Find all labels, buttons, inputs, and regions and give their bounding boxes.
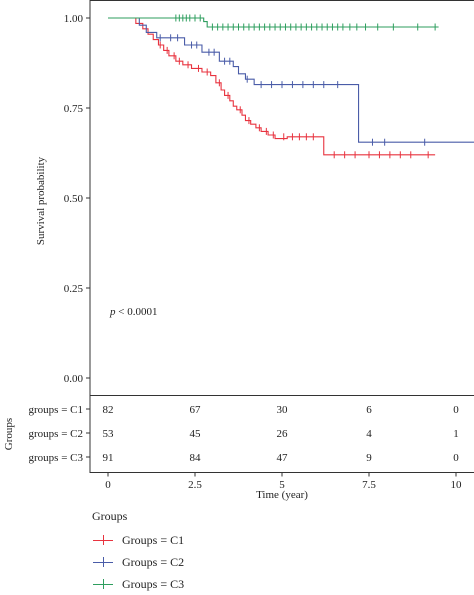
risk-table: Groups groups = C1 82 67 30 6 0 groups = C2 53 4… [3, 395, 474, 473]
risk-count: 6 [366, 404, 372, 416]
x-tick-label: 7.5 [362, 479, 376, 491]
x-tick-label: 2.5 [188, 479, 202, 491]
risk-row-label: groups = C3 [29, 452, 84, 464]
survival-plot: Survival probability p < 0.0001 0.00 0.25… [35, 0, 474, 396]
legend-title: Groups [92, 509, 128, 523]
risk-count: 30 [277, 404, 289, 416]
y-axis-title: Survival probability [35, 156, 47, 245]
x-tick-label: 10 [451, 479, 463, 491]
risk-count: 1 [453, 428, 459, 440]
plot-frame [89, 0, 474, 396]
p-symbol: p [109, 306, 116, 318]
risk-count: 9 [366, 452, 372, 464]
legend-label-c1: Groups = C1 [122, 532, 185, 547]
legend-label-c3: Groups = C3 [122, 576, 185, 591]
p-value-annotation: p < 0.0001 [109, 306, 157, 318]
x-tick-label: 5 [279, 479, 285, 491]
risk-count: 47 [277, 452, 289, 464]
y-tick-label: 0.00 [64, 373, 84, 385]
risk-count: 4 [366, 428, 372, 440]
p-rest: < 0.0001 [116, 306, 158, 318]
risk-count: 0 [453, 452, 459, 464]
survival-curve [108, 17, 474, 143]
risk-row-label: groups = C2 [29, 428, 83, 440]
x-axis-title: Time (year) [256, 489, 308, 501]
risk-count: 0 [453, 404, 459, 416]
risk-count: 67 [190, 404, 202, 416]
risk-table-title: Groups [3, 418, 15, 450]
x-axis: Time (year) 0 2.5 5 7.5 10 [105, 472, 463, 501]
legend-swatch-c1 [92, 534, 114, 546]
series-3 [108, 14, 439, 31]
risk-count: 45 [190, 428, 202, 440]
risk-table-frame [89, 395, 474, 473]
legend-item-c2: Groups = C2 [92, 551, 312, 573]
series-1 [108, 17, 436, 159]
y-tick-label: 1.00 [64, 13, 84, 25]
legend-swatch-c3 [92, 578, 114, 590]
survival-curve [108, 17, 439, 28]
risk-count: 26 [277, 428, 289, 440]
y-tick-label: 0.25 [64, 283, 84, 295]
series-2 [108, 17, 474, 146]
risk-count: 53 [103, 428, 115, 440]
risk-count: 84 [190, 452, 202, 464]
x-tick-label: 0 [105, 479, 111, 491]
legend-item-c1: Groups = C1 [92, 529, 312, 551]
legend-label-c2: Groups = C2 [122, 554, 185, 569]
risk-count: 91 [103, 452, 114, 464]
risk-count: 82 [103, 404, 114, 416]
y-tick-label: 0.75 [64, 103, 84, 115]
risk-row-label: groups = C1 [29, 404, 83, 416]
y-tick-label: 0.50 [64, 193, 84, 205]
survival-curve [108, 17, 436, 156]
legend-swatch-c2 [92, 556, 114, 568]
legend-item-c3: Groups = C3 [92, 573, 312, 595]
legend: Groups Groups = C1 Groups = C2 Groups = … [92, 509, 312, 595]
